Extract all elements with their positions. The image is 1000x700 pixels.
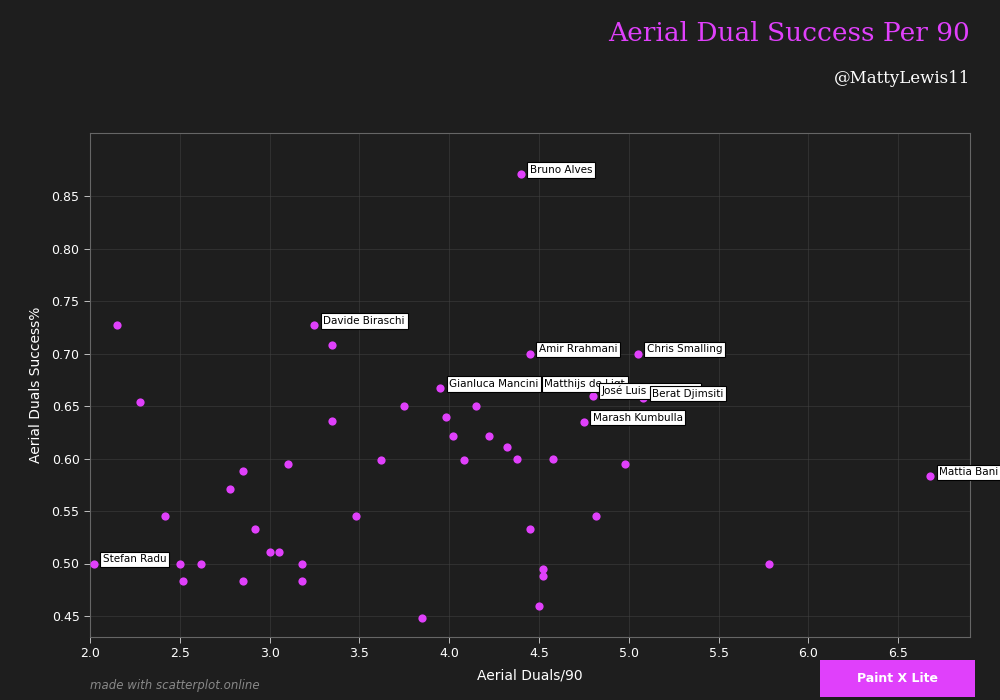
Point [172,558,188,569]
Point [513,169,529,180]
Point [468,400,484,412]
Point [235,466,251,477]
Text: Berat Djimsiti: Berat Djimsiti [652,389,723,398]
Point [235,575,251,587]
Point [499,442,515,453]
Point [630,348,646,359]
Text: made with scatterplot.online: made with scatterplot.online [90,678,260,692]
Point [175,575,191,587]
Point [576,416,592,427]
Point [509,453,525,464]
Point [585,390,601,401]
Point [132,396,148,407]
Point [522,348,538,359]
Point [535,570,551,582]
Point [271,547,287,558]
Text: Stefan Radu: Stefan Radu [103,554,166,564]
Point [761,558,777,569]
Point [588,511,604,522]
Point [294,575,310,587]
Point [438,411,454,422]
Text: Bruno Alves: Bruno Alves [530,165,592,175]
Text: Matthijs de Ligt: Matthijs de Ligt [544,379,625,389]
Point [157,511,173,522]
Text: Davide Biraschi: Davide Biraschi [323,316,405,326]
Point [280,458,296,469]
Text: Paint X Lite: Paint X Lite [857,672,938,685]
Point [456,454,472,466]
Point [262,547,278,558]
Point [535,563,551,574]
Text: Amir Rrahmani: Amir Rrahmani [539,344,617,354]
Text: José Luis Palomino: José Luis Palomino [602,386,698,396]
Point [109,320,125,331]
X-axis label: Aerial Duals/90: Aerial Duals/90 [477,668,583,682]
Point [922,471,938,482]
Point [306,320,322,331]
Text: Aerial Dual Success Per 90: Aerial Dual Success Per 90 [608,21,970,46]
Point [324,340,340,351]
Y-axis label: Aerial Duals Success%: Aerial Duals Success% [29,307,43,463]
Point [348,511,364,522]
Point [432,382,448,393]
Text: Mattia Bani: Mattia Bani [939,468,999,477]
Point [414,612,430,624]
Point [222,484,238,495]
Point [445,431,461,442]
Point [527,382,543,393]
Point [531,600,547,611]
Point [324,415,340,426]
Point [193,558,209,569]
Point [635,392,651,403]
Point [522,524,538,535]
Point [247,524,263,535]
Point [373,454,389,466]
Text: @MattyLewis11: @MattyLewis11 [834,70,970,87]
Text: Marash Kumbulla: Marash Kumbulla [593,413,683,423]
Point [86,558,102,569]
Text: Gianluca Mancini: Gianluca Mancini [449,379,539,389]
Point [545,453,561,464]
Point [481,431,497,442]
Point [294,558,310,569]
Point [617,458,633,469]
Text: Chris Smalling: Chris Smalling [647,344,722,354]
Point [396,400,412,412]
